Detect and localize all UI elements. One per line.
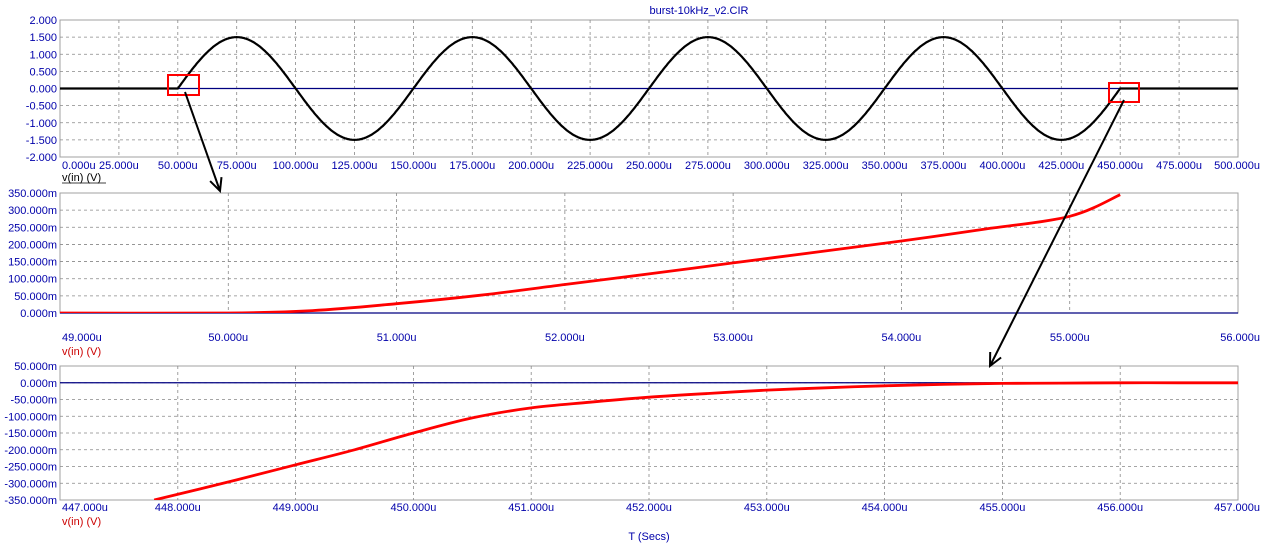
- x-tick-label: 375.000u: [921, 160, 967, 172]
- y-tick-label: -150.000m: [4, 428, 57, 440]
- panel-1: 0.000u 25.000u 50.000u 75.000u 100.000u 125.0…: [26, 5, 1260, 184]
- plot-frame: [59, 192, 1239, 314]
- x-tick-label: 200.000u: [508, 160, 554, 172]
- trace-label: v(in) (V): [62, 346, 101, 358]
- x-tick-label: 125.000u: [332, 160, 378, 172]
- y-tick-label: 2.000: [29, 15, 57, 27]
- x-tick-label: 49.000u: [62, 332, 102, 344]
- x-tick-label: 451.000u: [508, 502, 554, 514]
- y-tick-label: -1.500: [26, 135, 57, 147]
- x-tick-label: 325.000u: [803, 160, 849, 172]
- trace-label: v(in) (V): [62, 172, 101, 184]
- y-tick-label: -250.000m: [4, 462, 57, 474]
- x-tick-label: 452.000u: [626, 502, 672, 514]
- zoom-arrow-start: [184, 91, 221, 192]
- x-tick-label: 250.000u: [626, 160, 672, 172]
- x-tick-label: 350.000u: [862, 160, 908, 172]
- x-tick-label: 53.000u: [713, 332, 753, 344]
- x-tick-label: 449.000u: [273, 502, 319, 514]
- x-tick-label: 150.000u: [390, 160, 436, 172]
- y-tick-label: 1.500: [29, 32, 57, 44]
- y-tick-label: -1.000: [26, 118, 57, 130]
- x-tick-label: 175.000u: [449, 160, 495, 172]
- panel-3: 447.000u 448.000u 449.000u 450.000u 451.000u…: [4, 361, 1260, 543]
- y-tick-label: -0.500: [26, 101, 57, 113]
- x-tick-label: 453.000u: [744, 502, 790, 514]
- y-tick-label: -100.000m: [4, 411, 57, 423]
- x-tick-label: 456.000u: [1097, 502, 1143, 514]
- y-tick-label: 150.000m: [8, 257, 57, 269]
- x-tick-label: 52.000u: [545, 332, 585, 344]
- y-tick-label: 50.000m: [14, 361, 57, 373]
- x-tick-label: 454.000u: [862, 502, 908, 514]
- x-tick-label: 0.000u: [62, 160, 96, 172]
- y-tick-label: 300.000m: [8, 205, 57, 217]
- x-tick-label: 25.000u: [99, 160, 139, 172]
- x-axis-label: T (Secs): [628, 531, 669, 543]
- x-tick-label: 475.000u: [1156, 160, 1202, 172]
- y-tick-label: -2.000: [26, 152, 57, 164]
- y-tick-label: 1.000: [29, 49, 57, 61]
- x-tick-label: 55.000u: [1050, 332, 1090, 344]
- x-tick-label: 447.000u: [62, 502, 108, 514]
- trace-label: v(in) (V): [62, 516, 101, 528]
- zoom-arrow-end: [989, 99, 1125, 367]
- zoom-arrow-end-head: [988, 351, 1002, 369]
- x-tick-label: 500.000u: [1214, 160, 1260, 172]
- y-tick-label: 100.000m: [8, 274, 57, 286]
- y-tick-label: 0.000: [29, 84, 57, 96]
- y-tick-label: 0.000m: [20, 308, 57, 320]
- x-tick-label: 450.000u: [1097, 160, 1143, 172]
- y-tick-label: 0.500: [29, 66, 57, 78]
- series-line: [60, 193, 1121, 313]
- x-tick-label: 51.000u: [377, 332, 417, 344]
- x-tick-label: 275.000u: [685, 160, 731, 172]
- x-tick-label: 100.000u: [273, 160, 319, 172]
- y-tick-label: -200.000m: [4, 445, 57, 457]
- x-tick-label: 400.000u: [979, 160, 1025, 172]
- zoom-arrow-start-head: [209, 176, 223, 194]
- x-tick-label: 50.000u: [158, 160, 198, 172]
- y-tick-label: 250.000m: [8, 222, 57, 234]
- series-line: [153, 381, 1238, 500]
- y-tick-label: 200.000m: [8, 239, 57, 251]
- y-tick-label: -50.000m: [11, 395, 57, 407]
- x-tick-label: 450.000u: [390, 502, 436, 514]
- x-tick-label: 300.000u: [744, 160, 790, 172]
- y-tick-label: 350.000m: [8, 188, 57, 200]
- y-tick-label: 0.000m: [20, 378, 57, 390]
- series-line: [60, 35, 1238, 142]
- x-tick-label: 425.000u: [1038, 160, 1084, 172]
- chart-title: burst-10kHz_v2.CIR: [649, 5, 748, 17]
- x-tick-label: 448.000u: [155, 502, 201, 514]
- y-tick-label: -300.000m: [4, 478, 57, 490]
- panel-2: 49.000u 50.000u 51.000u 52.000u 53.000u 54.00…: [8, 188, 1260, 358]
- y-tick-label: -350.000m: [4, 495, 57, 507]
- x-tick-label: 455.000u: [979, 502, 1025, 514]
- zoom-marker-start: [167, 74, 200, 96]
- annotation-layer: [167, 74, 1140, 369]
- x-tick-label: 54.000u: [882, 332, 922, 344]
- x-tick-label: 225.000u: [567, 160, 613, 172]
- x-tick-label: 56.000u: [1220, 332, 1260, 344]
- y-tick-label: 50.000m: [14, 291, 57, 303]
- x-tick-label: 50.000u: [208, 332, 248, 344]
- x-tick-label: 457.000u: [1214, 502, 1260, 514]
- x-tick-label: 75.000u: [217, 160, 257, 172]
